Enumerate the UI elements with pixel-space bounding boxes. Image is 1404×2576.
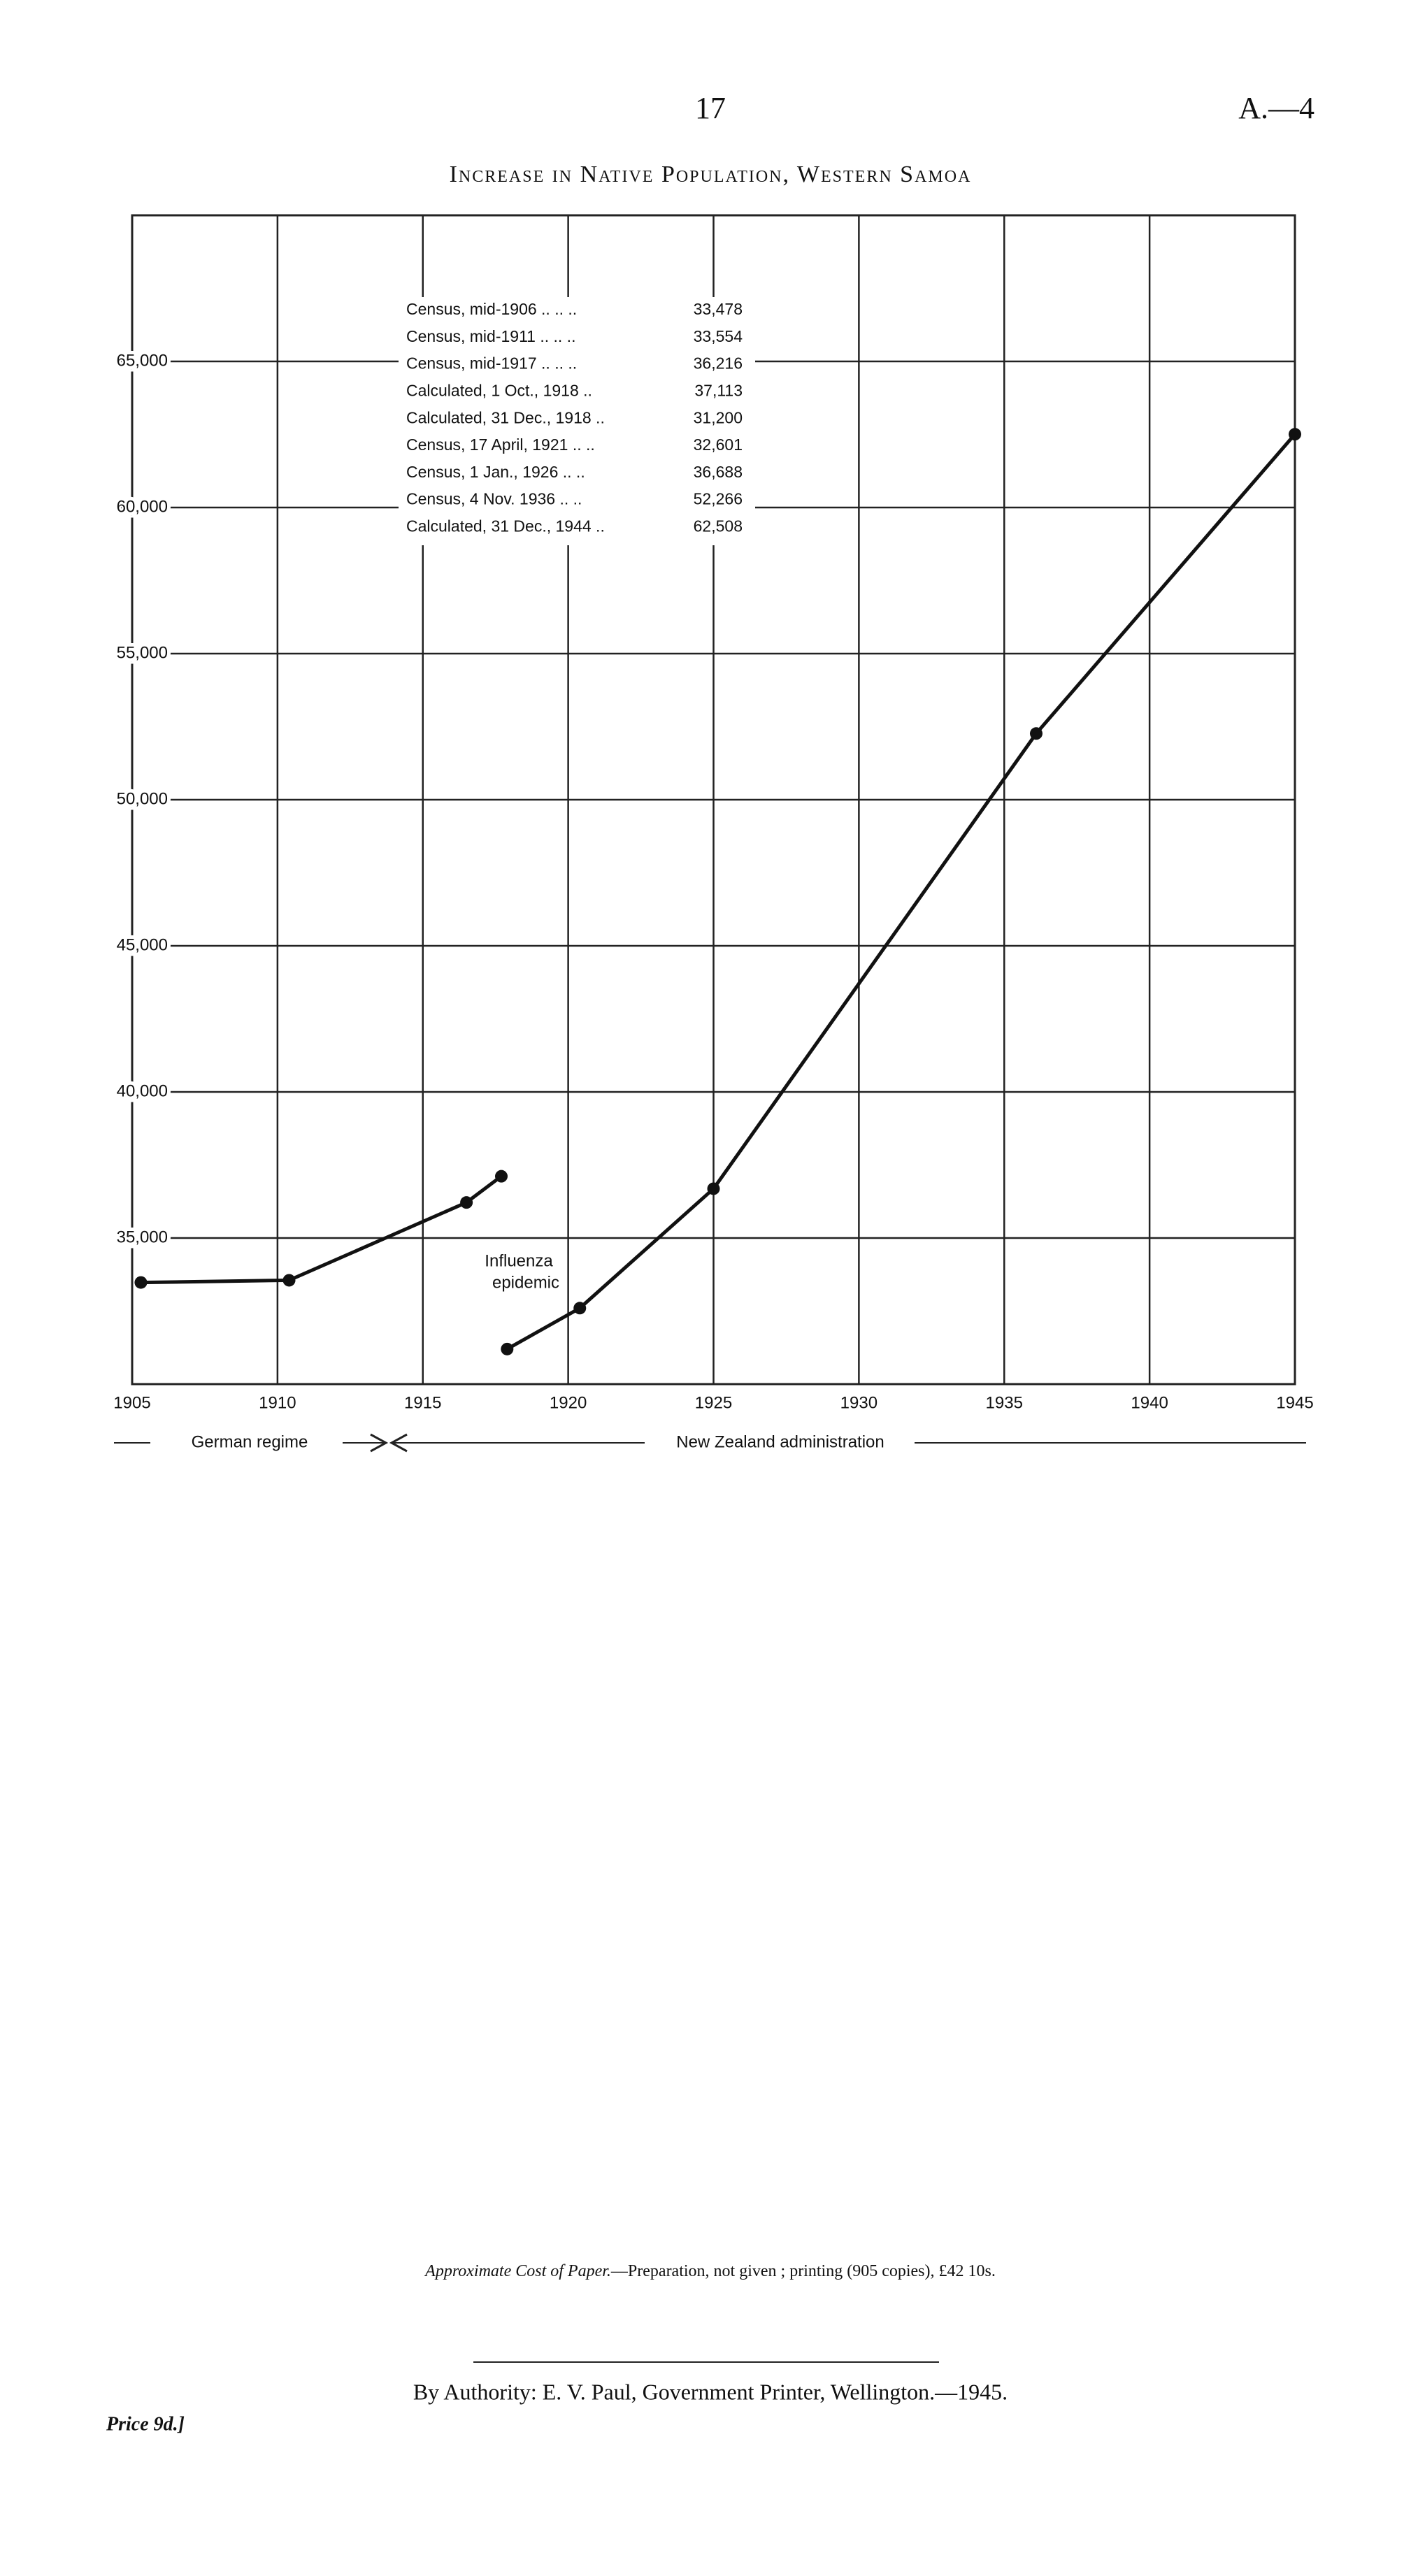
x-tick-label: 1905 [113,1393,150,1412]
data-point [501,1342,514,1355]
data-line [141,1174,503,1285]
data-line [506,433,1296,1351]
annotation: epidemic [492,1273,559,1292]
x-tick-label: 1915 [404,1393,441,1412]
table-label: Census, 1 Jan., 1926 .. .. [406,463,585,481]
table-value: 33,478 [694,300,743,318]
x-tick-label: 1920 [550,1393,587,1412]
table-value: 52,266 [694,490,743,508]
y-tick-label: 35,000 [117,1228,168,1246]
cost-note-text: —Preparation, not given ; printing (905 … [610,2262,996,2280]
table-label: Census, mid-1906 .. .. .. [406,300,577,318]
table-label: Census, mid-1911 .. .. .. [406,327,575,345]
data-point [495,1170,508,1183]
x-tick-label: 1910 [259,1393,296,1412]
y-tick-label: 45,000 [117,935,168,954]
table-label: Census, 17 April, 1921 .. .. [406,436,595,454]
table-value: 36,216 [694,354,743,373]
page-number: 17 [695,91,726,125]
table-value: 32,601 [694,436,743,454]
y-tick-label: 40,000 [117,1081,168,1100]
data-point [134,1276,148,1289]
cost-note: Approximate Cost of Paper.—Preparation, … [424,2262,996,2280]
data-point [460,1196,473,1209]
x-tick-label: 1935 [986,1393,1023,1412]
x-tick-label: 1940 [1131,1393,1168,1412]
x-tick-label: 1925 [695,1393,732,1412]
table-value: 36,688 [694,463,743,481]
table-label: Calculated, 31 Dec., 1918 .. [406,408,605,426]
reference: A.—4 [1238,91,1315,125]
x-tick-label: 1945 [1276,1393,1313,1412]
data-point [707,1182,720,1195]
table-label: Calculated, 1 Oct., 1918 .. [406,381,592,399]
table-label: Calculated, 31 Dec., 1944 .. [406,517,605,535]
table-label: Census, 4 Nov. 1936 .. .. [406,490,582,508]
x-tick-label: 1930 [840,1393,878,1412]
table-value: 33,554 [694,327,743,345]
legend-label: German regime [192,1432,308,1451]
price: Price 9d.] [106,2413,185,2435]
table-background [399,297,755,545]
y-tick-label: 65,000 [117,351,168,370]
authority: By Authority: E. V. Paul, Government Pri… [413,2379,1008,2404]
annotation: Influenza [485,1251,553,1270]
legend-label: New Zealand administration [676,1432,884,1451]
y-tick-label: 50,000 [117,789,168,808]
data-point [1289,428,1301,441]
y-tick-label: 55,000 [117,643,168,662]
data-point [1029,727,1043,740]
table-value: 37,113 [694,381,743,399]
table-label: Census, mid-1917 .. .. .. [406,354,577,373]
y-tick-label: 60,000 [117,497,168,516]
data-point [573,1302,587,1315]
arrow-head [370,1433,389,1453]
cost-note-label: Approximate Cost of Paper. [424,2262,611,2280]
table-value: 31,200 [694,408,743,426]
table-value: 62,508 [694,517,743,535]
data-point [282,1274,296,1287]
chart-title: Increase in Native Population, Western S… [450,161,972,187]
